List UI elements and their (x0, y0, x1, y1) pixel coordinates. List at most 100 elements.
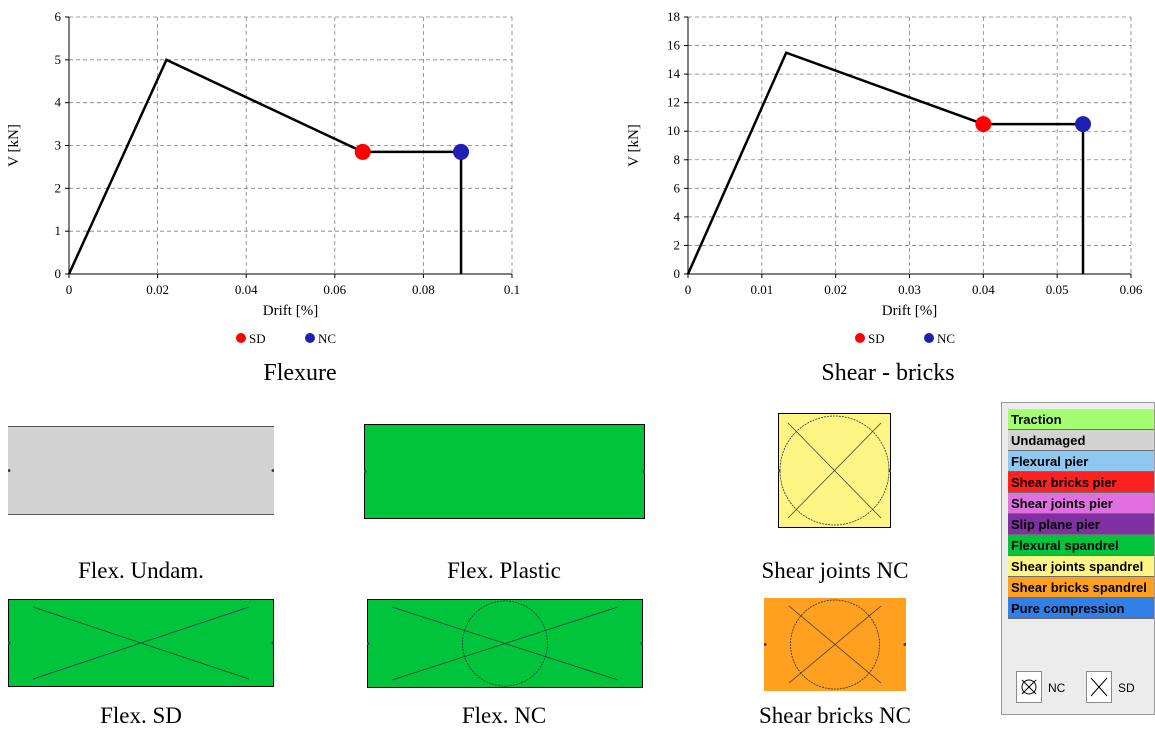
legend-row: Flexural spandrel (1008, 535, 1154, 556)
flex-sd-caption: Flex. SD (100, 703, 182, 728)
y-tick-label: 5 (55, 52, 62, 67)
element-node (777, 469, 781, 472)
legend-nc-marker (305, 333, 315, 343)
element-node (642, 470, 646, 473)
shear-bricks-nc-graphic (763, 598, 907, 691)
x-tick-label: 0.1 (504, 282, 520, 297)
y-tick-label: 8 (674, 152, 681, 167)
element-node (7, 641, 11, 645)
y-tick-label: 0 (674, 266, 681, 281)
flex-nc-graphic (366, 599, 644, 688)
capacity-curve-line (686, 51, 1085, 275)
point-nc-marker (1075, 116, 1092, 133)
legend-nc-label: NC (937, 331, 955, 346)
legend-row: Traction (1008, 409, 1154, 430)
legend-row: Flexural pier (1008, 451, 1154, 472)
y-tick-label: 6 (674, 180, 681, 195)
damage-circle (790, 599, 880, 690)
sd-symbol-label: SD (1118, 681, 1135, 695)
element-node (7, 469, 11, 472)
y-tick-label: 4 (674, 209, 681, 224)
shear-joints-nc-caption: Shear joints NC (761, 558, 909, 583)
shear-bricks-nc-caption: Shear bricks NC (758, 703, 912, 728)
x-axis-label: Drift [%] (263, 303, 318, 319)
x-tick-label: 0.06 (323, 282, 346, 297)
x-tick-label: 0.06 (1120, 282, 1143, 297)
damage-cross-line (788, 605, 882, 684)
y-axis-label: V [kN] (626, 124, 642, 167)
x-tick-label: 0 (66, 282, 73, 297)
flex-nc-panel (366, 599, 644, 688)
x-tick-label: 0.02 (824, 282, 847, 297)
flexure-plot: 0 0.02 0.04 0.06 0.08 0.1 0 1 2 3 4 5 6 Drift [%] V [k… (6, 9, 520, 346)
flex-nc-caption: Flex. NC (461, 703, 547, 728)
y-tick-label: 10 (667, 123, 680, 138)
shear-joints-nc-graphic (777, 413, 892, 528)
element-node (271, 641, 275, 645)
flex-plastic-caption: Flex. Plastic (447, 558, 561, 583)
legend-row: Undamaged (1008, 430, 1154, 451)
y-tick-label: 0 (55, 266, 62, 281)
legend-sd-label: SD (249, 331, 266, 346)
point-nc-marker (453, 143, 470, 160)
element-node (363, 470, 367, 473)
flex-undam-caption: Flex. Undam. (78, 558, 204, 583)
y-tick-label: 2 (674, 237, 681, 252)
element-node (271, 469, 275, 472)
sd-symbol-icon (1086, 671, 1112, 703)
damage-legend-list: Traction Undamaged Flexural pier Shear bric… (1008, 409, 1154, 619)
y-tick-label: 6 (55, 9, 62, 24)
x-tick-label: 0 (685, 282, 692, 297)
legend-row: Shear joints pier (1008, 493, 1154, 514)
legend-row: Shear joints spandrel (1008, 556, 1154, 577)
flex-sd-panel (7, 599, 275, 687)
legend-sd-label: SD (868, 331, 885, 346)
damage-cross-line (391, 606, 619, 681)
legend-row: Shear bricks spandrel (1008, 577, 1154, 598)
shear-joints-nc-panel (777, 413, 892, 528)
element-node (763, 643, 767, 646)
legend-nc-label: NC (318, 331, 336, 346)
y-tick-label: 12 (667, 95, 680, 110)
nc-symbol-label: NC (1048, 681, 1066, 695)
x-tick-label: 0.03 (898, 282, 921, 297)
legend-row: Pure compression (1008, 598, 1154, 619)
shear-bricks-plot: 0 0.01 0.02 0.03 0.04 0.05 0.06 0 2 4 6 8 10 12 14 16 18… (626, 9, 1143, 346)
legend-sd-marker (236, 333, 246, 343)
y-tick-label: 2 (55, 180, 62, 195)
x-axis-label: Drift [%] (882, 303, 937, 319)
flex-undam-panel (7, 426, 275, 515)
legend-sd-marker (855, 333, 865, 343)
y-axis-label: V [kN] (6, 124, 22, 167)
flexure-chart: 0 0.02 0.04 0.06 0.08 0.1 0 1 2 3 4 5 6 Drift [%] V [k… (6, 9, 520, 346)
x-tick-label: 0.05 (1046, 282, 1069, 297)
legend-nc-marker (924, 333, 934, 343)
damage-circle (462, 600, 548, 687)
point-sd-marker (975, 116, 992, 133)
x-tick-label: 0.01 (750, 282, 773, 297)
shear-bricks-caption: Shear - bricks (821, 360, 955, 386)
flex-undam-graphic (7, 426, 275, 515)
legend-row: Shear bricks pier (1008, 472, 1154, 493)
element-fill (8, 426, 274, 515)
element-fill (364, 424, 645, 519)
y-tick-label: 3 (55, 138, 62, 153)
legend-row: Slip plane pier (1008, 514, 1154, 535)
element-node (640, 642, 644, 645)
flex-sd-graphic (7, 599, 275, 687)
nc-symbol-icon (1016, 671, 1042, 703)
element-node (888, 469, 892, 472)
element-node (903, 643, 907, 646)
damage-legend: Traction Undamaged Flexural pier Shear bric… (1001, 402, 1155, 715)
damage-cross-line (787, 422, 882, 519)
shear-bricks-nc-panel (763, 598, 907, 691)
element-node (366, 642, 370, 645)
y-tick-label: 18 (667, 9, 680, 24)
flex-plastic-panel (363, 424, 646, 519)
flexure-caption: Flexure (263, 360, 337, 386)
y-tick-label: 1 (55, 223, 62, 238)
flex-plastic-graphic (363, 424, 646, 519)
damage-cross-line (32, 606, 250, 680)
point-sd-marker (354, 143, 371, 160)
symbol-legend: NC SD (1012, 671, 1154, 705)
